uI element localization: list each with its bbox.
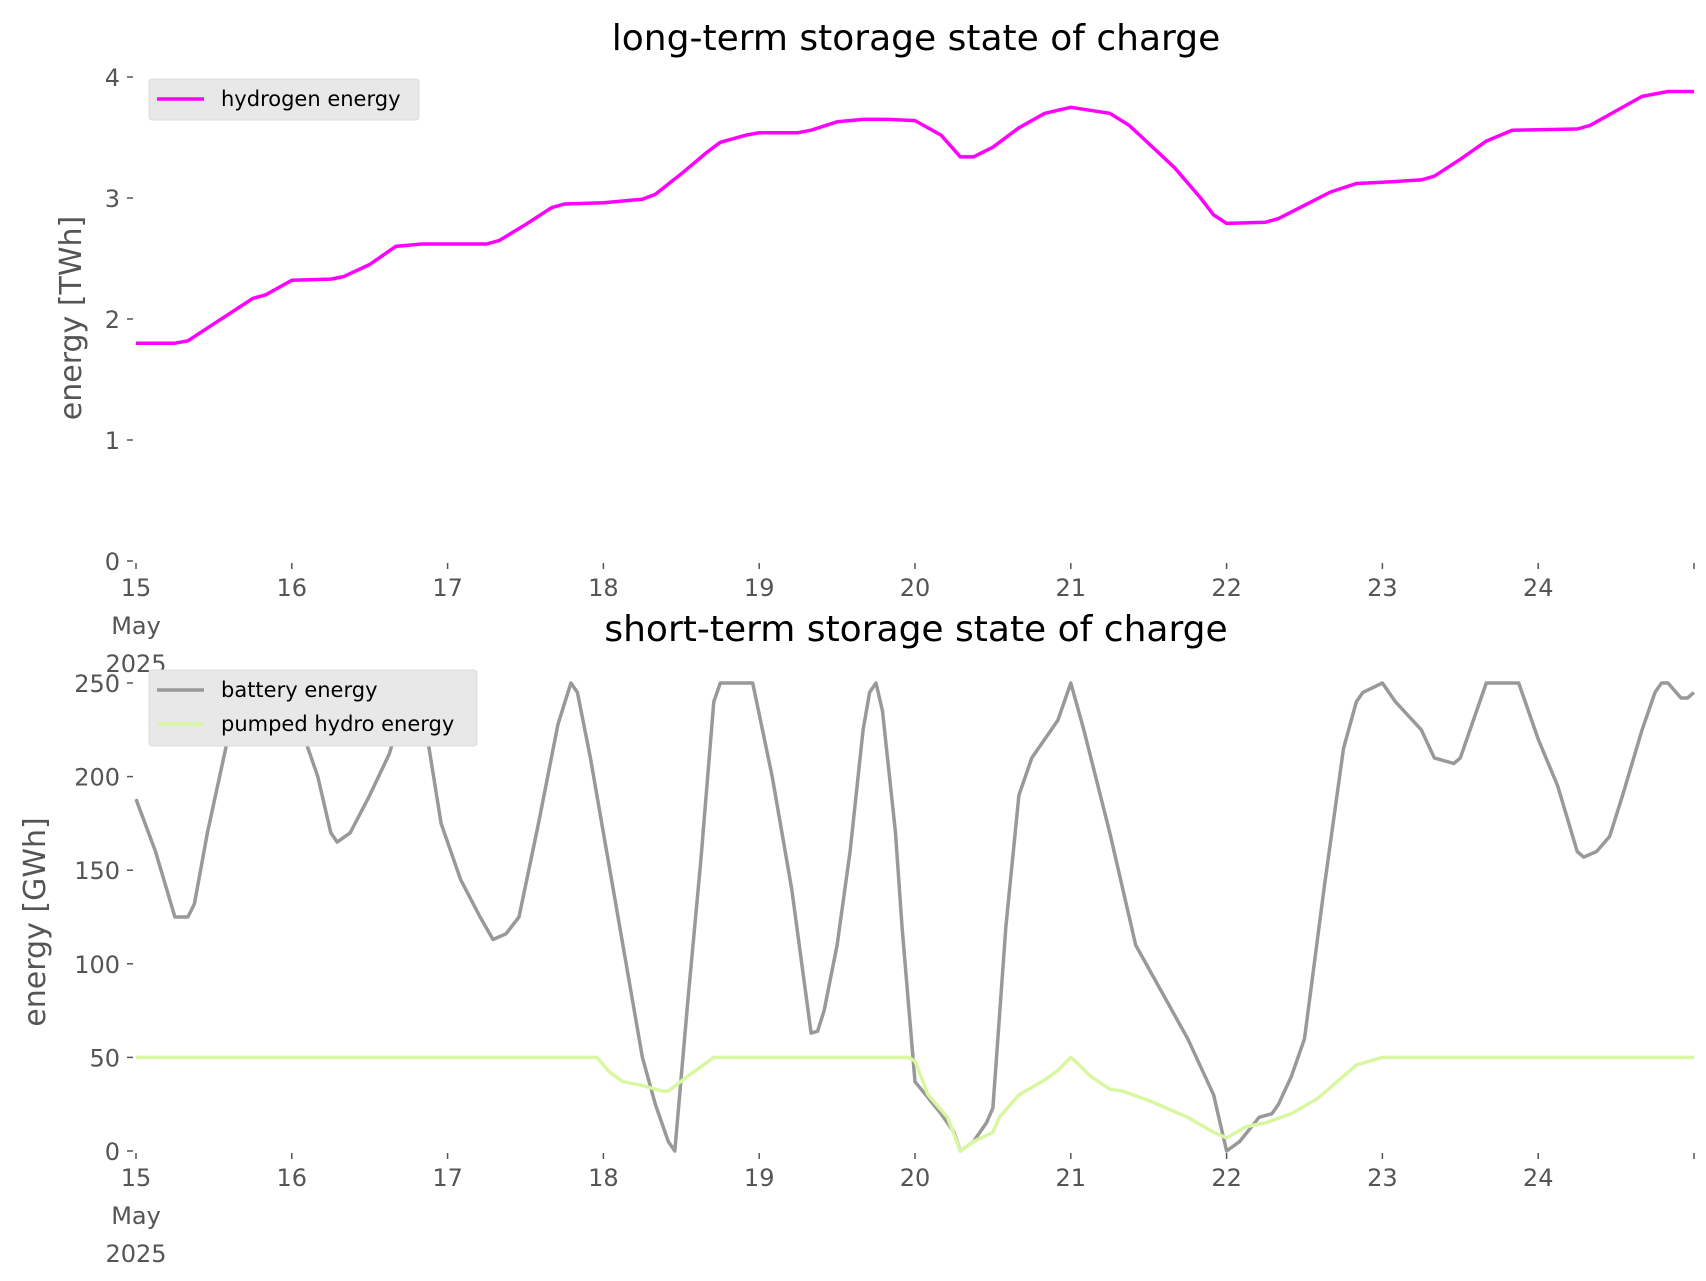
- y-tick-label: 0: [105, 1138, 120, 1166]
- x-tick-label: 24: [1523, 1164, 1554, 1192]
- x-tick-label: 23: [1367, 1164, 1398, 1192]
- y-tick-label: 0: [105, 548, 120, 576]
- x-tick-label: 19: [744, 574, 775, 602]
- series-line-battery-energy: [134, 681, 1696, 1153]
- x-tick-label: 24: [1523, 574, 1554, 602]
- x-tick-label: May: [111, 1202, 161, 1230]
- bottom-chart: short-term storage state of charge energ…: [18, 609, 1696, 1268]
- x-tick-label: 17: [432, 574, 463, 602]
- y-tick-label: 3: [105, 185, 120, 213]
- legend: battery energy pumped hydro energy: [148, 669, 478, 747]
- chart-title: short-term storage state of charge: [604, 609, 1227, 650]
- x-tick-label: 22: [1211, 574, 1242, 602]
- y-tick-label: 50: [89, 1044, 120, 1072]
- y-tick-label: 100: [74, 951, 120, 979]
- x-tick-label: 23: [1367, 574, 1398, 602]
- y-tick-label: 4: [105, 64, 120, 92]
- x-tick-label: 18: [588, 574, 619, 602]
- x-tick-label: 20: [900, 574, 931, 602]
- chart-title: long-term storage state of charge: [612, 18, 1220, 59]
- legend-box: [148, 669, 478, 747]
- x-tick-label: 19: [744, 1164, 775, 1192]
- legend-label: hydrogen energy: [221, 87, 401, 111]
- top-chart: long-term storage state of charge energy…: [54, 18, 1695, 678]
- x-tick-label: 15: [121, 574, 152, 602]
- y-tick-label: 1: [105, 427, 120, 455]
- x-tick-label: 18: [588, 1164, 619, 1192]
- series-lines: [134, 681, 1696, 1153]
- y-tick-label: 2: [105, 306, 120, 334]
- x-tick-label: May: [111, 612, 161, 640]
- series-lines: [136, 89, 1694, 345]
- x-tick-label: 22: [1211, 1164, 1242, 1192]
- y-tick-label: 150: [74, 857, 120, 885]
- y-axis-label: energy [TWh]: [54, 216, 89, 420]
- x-tick-label: 21: [1056, 1164, 1087, 1192]
- x-tick-label: 20: [900, 1164, 931, 1192]
- y-tick-label: 200: [74, 764, 120, 792]
- x-tick-label: 16: [277, 574, 308, 602]
- legend: hydrogen energy: [148, 78, 420, 121]
- legend-box: [148, 78, 420, 121]
- x-tick-label: 16: [277, 1164, 308, 1192]
- x-tick-label: 15: [121, 1164, 152, 1192]
- y-axis-label: energy [GWh]: [18, 817, 53, 1026]
- x-tick-label: 2025: [105, 1240, 166, 1268]
- legend-label: pumped hydro energy: [221, 712, 454, 736]
- legend-label: battery energy: [221, 678, 378, 702]
- y-tick-label: 250: [74, 670, 120, 698]
- series-line-pumped-hydro-energy: [136, 1055, 1694, 1153]
- series-line-hydrogen-energy: [136, 89, 1694, 345]
- x-tick-label: 21: [1056, 574, 1087, 602]
- x-tick-label: 17: [432, 1164, 463, 1192]
- axis-ticks: 0 50 100 150 200 250 15 May 2025 16 17 18 19 20 21 22 23…: [74, 670, 1695, 1268]
